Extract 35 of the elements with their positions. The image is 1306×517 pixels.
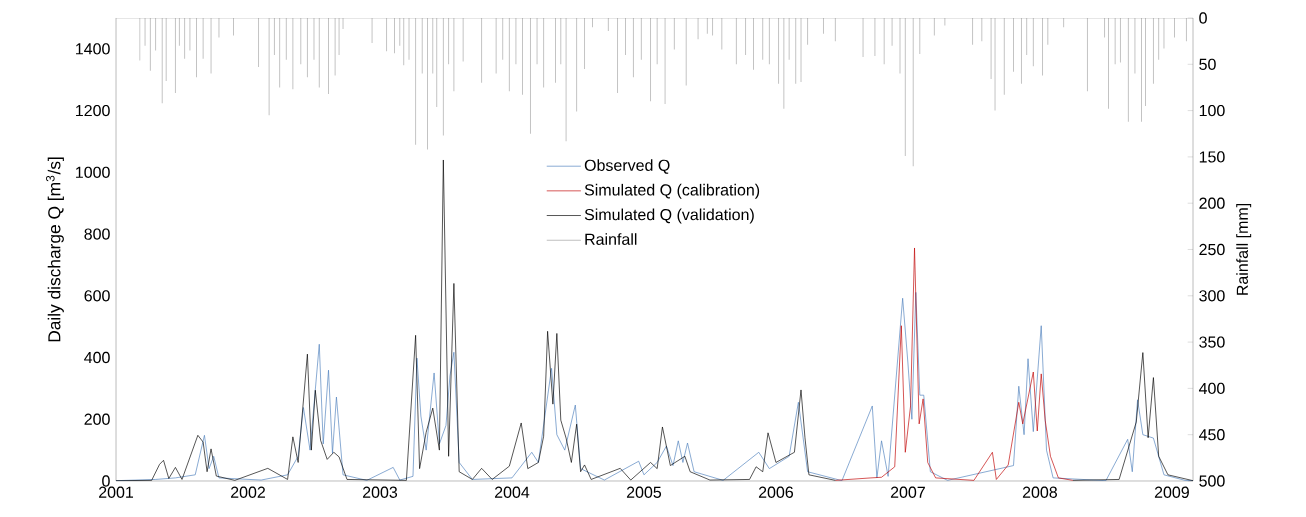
y2-tick-label: 500 (1199, 475, 1225, 487)
x-tick-label: 2009 (1154, 486, 1189, 498)
y2-tick-label: 0 (1199, 12, 1207, 24)
legend-label: Observed Q (584, 159, 670, 174)
x-tick-label: 2003 (362, 486, 398, 498)
y2-tick-label: 300 (1199, 290, 1225, 302)
x-tick-label: 2006 (758, 486, 794, 498)
y-tick-label: 0 (102, 475, 110, 487)
y-tick-label: 1200 (76, 104, 110, 117)
y2-tick-label: 100 (1199, 104, 1225, 117)
x-tick-label: 2002 (231, 486, 265, 498)
y2-tick-label: 50 (1199, 58, 1216, 70)
legend-label: Simulated Q (calibration) (584, 183, 760, 199)
x-tick-label: 2008 (1022, 486, 1057, 498)
x-tick-label: 2007 (890, 486, 925, 498)
x-tick-label: 2004 (494, 486, 530, 498)
y2-tick-label: 200 (1199, 197, 1225, 209)
y2-tick-label: 450 (1198, 429, 1225, 441)
y-tick-label: 1000 (76, 166, 110, 178)
x-tick-label: 2005 (626, 486, 662, 498)
y-tick-label: 600 (84, 290, 110, 302)
x-tick-label: 2001 (99, 486, 134, 498)
y2-tick-label: 150 (1199, 151, 1225, 163)
y-tick-label: 200 (84, 413, 110, 425)
y-tick-label: 400 (84, 351, 110, 364)
legend-label: Simulated Q (validation) (584, 208, 754, 224)
legend-label: Rainfall (585, 233, 637, 245)
y2-tick-label: 250 (1199, 243, 1225, 256)
y-tick-label: 1400 (76, 43, 110, 55)
y2-tick-label: 400 (1198, 382, 1225, 395)
y-tick-label: 800 (84, 228, 110, 240)
y-axis-title: Daily discharge Q [m$^{3}$/s] (46, 157, 64, 342)
y2-axis-title: Rainfall [mm] (1236, 203, 1252, 295)
line-series (834, 247, 1074, 481)
y2-tick-label: 350 (1199, 336, 1225, 348)
